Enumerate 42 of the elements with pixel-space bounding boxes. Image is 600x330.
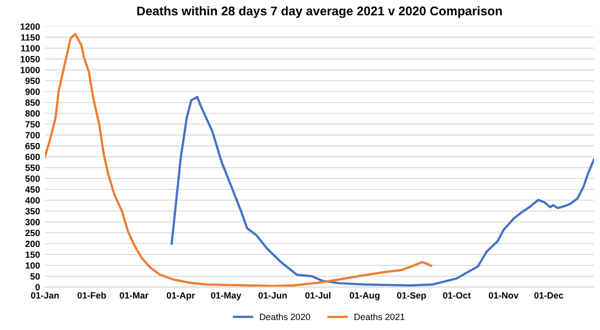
y-tick-label: 650 [25, 142, 40, 150]
y-tick-label: 200 [25, 240, 40, 248]
x-tick-label: 01-Nov [488, 292, 519, 299]
x-tick-label: 01-Sep [397, 292, 426, 300]
y-tick-label: 100 [26, 262, 40, 269]
y-tick-label: 450 [25, 186, 40, 193]
y-tick-label: 850 [25, 99, 40, 106]
y-tick-label: 1200 [20, 23, 40, 30]
x-tick-label: 01-Dec [534, 292, 564, 299]
x-tick-label: 01-May [211, 292, 242, 300]
y-tick-label: 0 [35, 284, 40, 290]
y-tick-label: 1000 [20, 66, 40, 74]
y-tick-label: 150 [26, 251, 40, 258]
x-tick-label: 01-Aug [350, 292, 380, 300]
line-series [45, 32, 432, 288]
chart-title: Deaths within 28 days 7 day average 2021 v 2020 Comparison [137, 6, 502, 18]
legend-label: Deaths 2021 [354, 313, 405, 320]
legend-label: Deaths 2020 [260, 313, 310, 320]
y-tick-label: 550 [25, 164, 40, 171]
y-tick-label: 500 [25, 175, 40, 182]
x-tick-label: 01-Mar [120, 292, 148, 299]
x-tick-label: 01-Feb [78, 292, 106, 299]
y-tick-label: 800 [25, 110, 40, 117]
y-tick-label: 250 [25, 230, 40, 236]
y-tick-label: 750 [25, 121, 40, 128]
x-tick-label: 01-Jul [305, 292, 330, 299]
x-tick-label: 01-Oct [443, 292, 471, 299]
y-tick-label: 300 [25, 218, 40, 226]
x-tick-label: 01-Apr [166, 292, 195, 300]
y-tick-label: 350 [25, 208, 40, 214]
x-tick-label: 01-Jan [31, 292, 59, 299]
y-tick-label: 1100 [21, 45, 40, 52]
y-tick-label: 50 [30, 273, 40, 280]
y-tick-label: 950 [25, 78, 40, 84]
y-tick-label: 900 [25, 88, 40, 95]
line-series [170, 96, 594, 286]
y-tick-label: 1050 [20, 56, 40, 62]
y-tick-label: 1150 [21, 34, 40, 41]
y-tick-label: 400 [25, 197, 40, 204]
y-tick-label: 600 [25, 154, 40, 160]
y-tick-label: 700 [25, 132, 40, 138]
x-tick-label: 01-Jun [258, 292, 287, 299]
